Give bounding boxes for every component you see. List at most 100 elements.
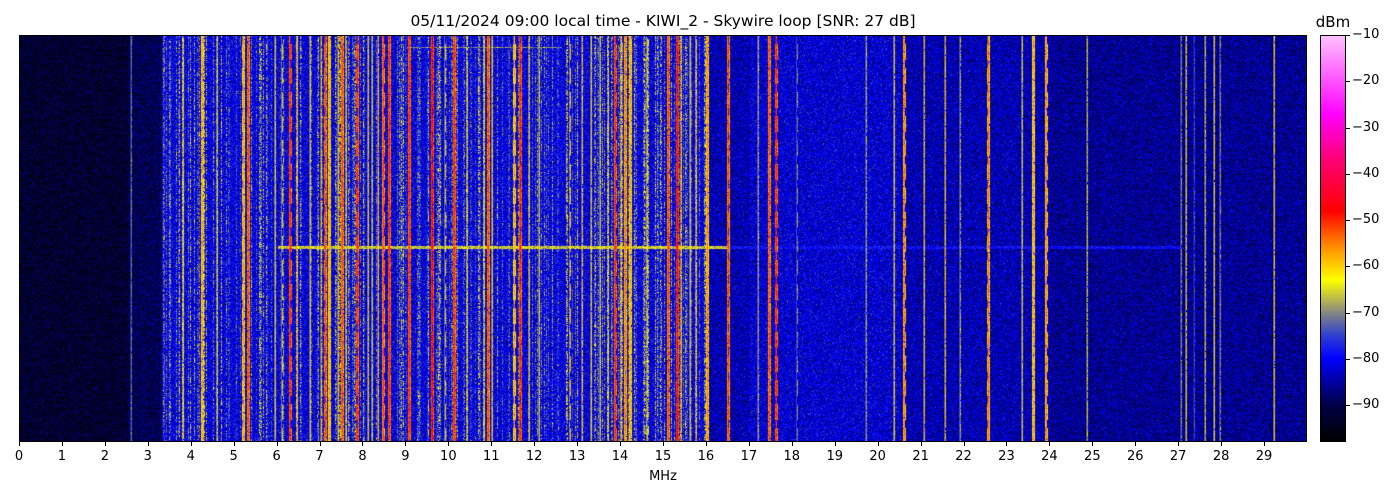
x-tick-mark [1221,442,1223,446]
x-tick-mark [104,442,106,446]
x-tick-mark [620,442,622,446]
x-tick-label: 19 [826,449,843,464]
colorbar-tick-label: −80 [1352,350,1380,366]
carrier-line [381,36,384,441]
carrier-line [568,36,570,441]
carrier-line [482,36,484,441]
x-tick-label: 28 [1212,449,1230,464]
carrier-line [620,36,622,441]
carrier-line [336,36,338,441]
carrier-line [987,36,990,441]
carrier-line [1045,36,1048,441]
x-tick-label: 2 [100,449,109,464]
carrier-line [1193,36,1195,441]
carrier-line [1032,36,1035,441]
x-tick-mark [19,442,20,446]
colorbar-tick-label: −90 [1352,397,1380,412]
carrier-line [431,36,434,441]
x-tick-mark [791,442,793,446]
carrier-line [319,36,321,441]
x-tick-mark [1178,442,1180,446]
x-tick-mark [877,442,879,446]
colorbar-tick-mark [1346,405,1350,406]
x-tick-mark [1006,442,1008,446]
x-tick-label: 3 [143,449,152,464]
carrier-line [129,36,131,441]
carrier-line [246,36,249,441]
x-tick-label: 4 [186,449,195,464]
carrier-line [308,36,310,441]
carrier-line [377,36,379,441]
carrier-line [1184,36,1186,441]
carrier-line [371,36,373,441]
x-tick-label: 1 [57,449,67,464]
carrier-line [1218,36,1220,441]
carrier-line [280,36,282,441]
x-tick-label: 26 [1126,449,1144,464]
colorbar-tick-label: −40 [1352,165,1380,181]
colorbar [1320,35,1346,442]
x-tick-label: 9 [401,449,410,464]
x-tick-mark [319,442,321,446]
carrier-line [407,36,410,441]
x-tick-label: 15 [654,449,672,464]
carrier-line [628,36,631,441]
carrier-line [295,36,297,441]
carrier-line [645,36,647,441]
x-tick-mark [233,442,235,446]
carrier-line [1212,36,1214,441]
colorbar-tick-mark [1346,266,1350,268]
carrier-line [1203,36,1205,441]
carrier-line [452,36,455,441]
carrier-line [624,36,627,441]
carrier-line [519,36,522,441]
colorbar-tick-mark [1346,312,1350,314]
chart-title: 05/11/2024 09:00 local time - KIWI_2 - S… [410,12,916,30]
colorbar-tick-mark [1346,81,1350,83]
x-tick-mark [663,442,664,446]
x-tick-label: 22 [955,449,972,464]
carrier-line [512,36,515,441]
x-tick-mark [834,442,836,446]
carrier-line [727,36,730,441]
x-tick-mark [1049,442,1051,446]
colorbar-tick-mark [1346,358,1350,360]
carrier-line [959,36,961,441]
waterfall-plot [19,35,1307,442]
x-tick-mark [534,442,536,446]
x-tick-label: 10 [440,449,457,464]
x-tick-label: 6 [272,449,281,464]
x-tick-mark [748,442,750,446]
x-tick-mark [491,442,493,446]
x-tick-label: 23 [998,449,1015,464]
carrier-line [864,36,866,441]
carrier-line [607,36,609,441]
carrier-line [182,36,184,441]
x-tick-mark [1264,442,1266,446]
carrier-line [944,36,946,441]
x-tick-label: 14 [611,449,629,464]
carrier-line [345,36,347,441]
carrier-line [613,36,616,441]
x-tick-label: 20 [869,449,886,464]
carrier-line [1180,36,1182,441]
x-tick-mark [61,442,63,446]
x-tick-mark [1135,442,1137,446]
carrier-line [667,36,670,441]
carrier-line [201,36,204,441]
carrier-line [1272,36,1274,441]
carrier-line [289,36,292,441]
carrier-line [366,36,368,441]
colorbar-tick-mark [1346,127,1350,129]
x-tick-mark [405,442,407,446]
x-axis-label: MHz [649,469,677,484]
x-tick-label: 7 [315,449,324,464]
x-tick-mark [276,442,278,446]
x-tick-mark [190,442,192,446]
x-tick-label: 17 [740,449,758,464]
carrier-line [774,36,777,441]
x-tick-label: 29 [1255,449,1273,464]
colorbar-tick-mark [1346,35,1350,36]
carrier-line [328,36,331,441]
x-tick-label: 25 [1084,449,1101,464]
